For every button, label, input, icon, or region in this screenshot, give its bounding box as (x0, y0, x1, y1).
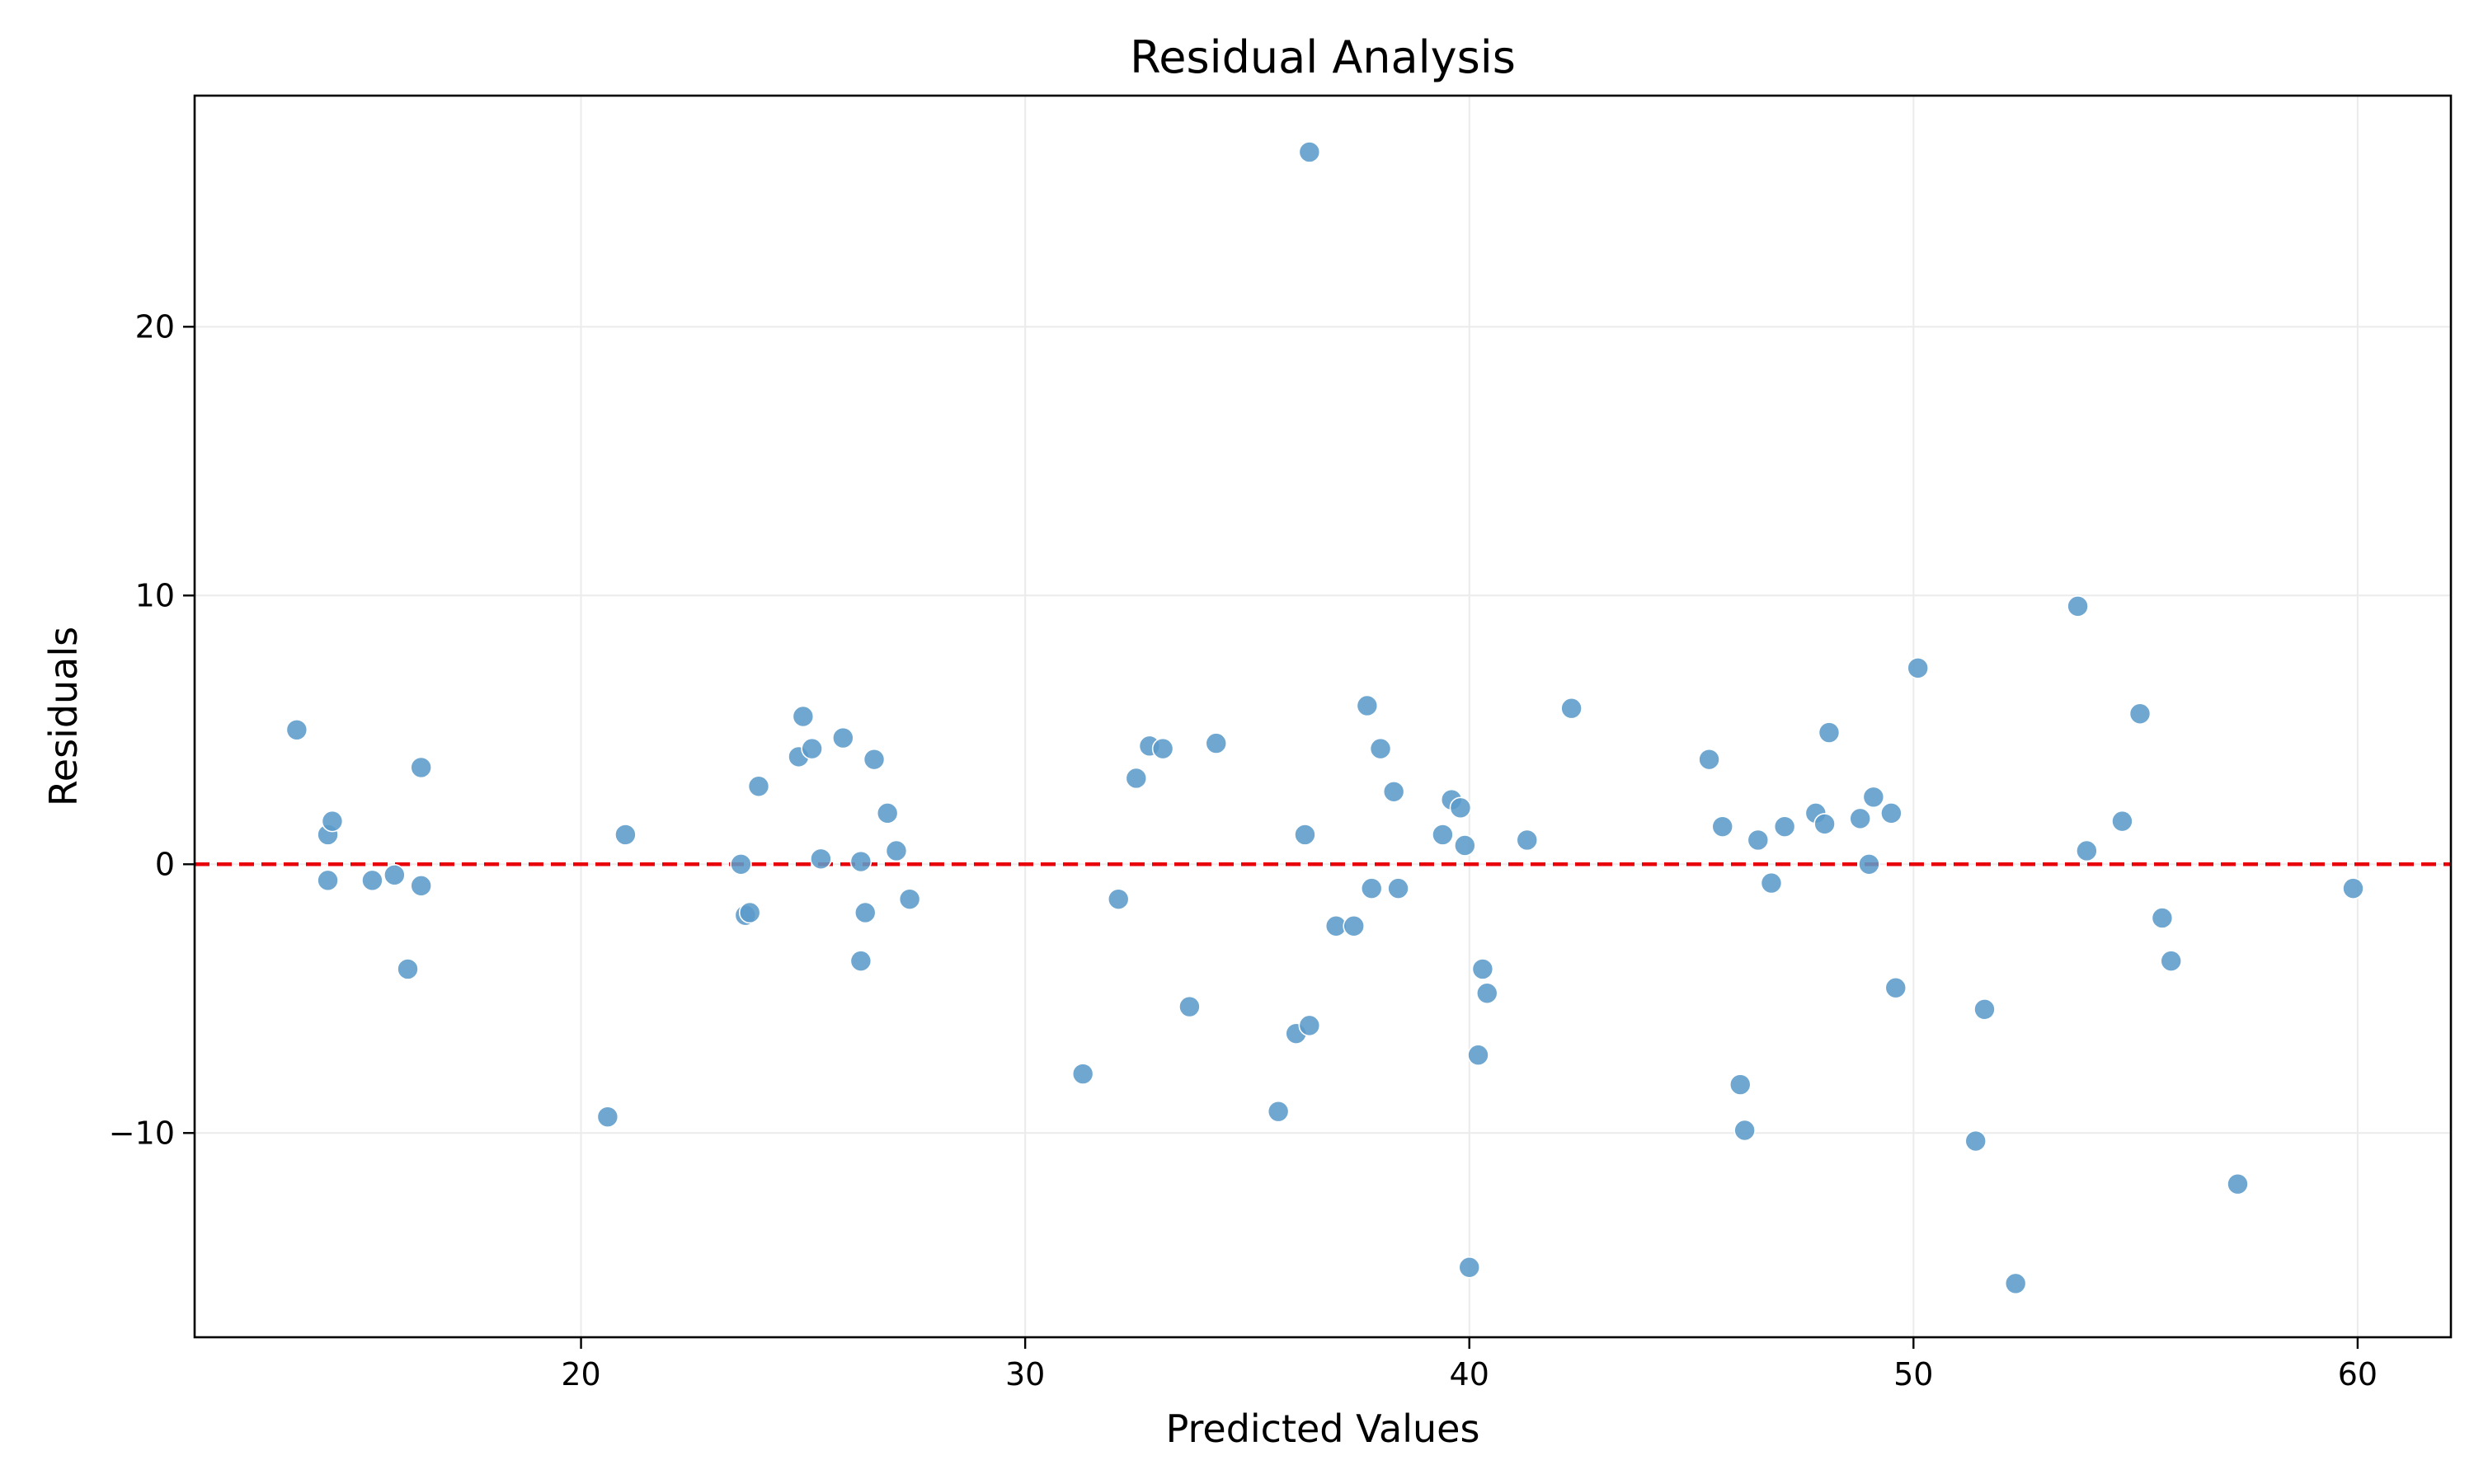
data-point (1360, 877, 1383, 899)
data-point (885, 839, 908, 862)
data-point (1298, 141, 1321, 163)
data-point (1205, 732, 1228, 754)
data-point (410, 875, 432, 897)
data-point (1125, 767, 1148, 790)
data-point (1711, 815, 1734, 838)
data-point (1294, 824, 1316, 846)
data-point (1369, 737, 1392, 760)
data-point (383, 864, 406, 886)
plot-frame (193, 94, 2453, 1339)
data-point (1858, 852, 1880, 876)
data-point (738, 901, 761, 924)
data-point (1907, 657, 1930, 679)
y-axis-title: Residuals (41, 627, 86, 806)
data-point (832, 726, 854, 749)
data-point (614, 824, 637, 846)
data-point (747, 775, 770, 798)
data-point (854, 901, 877, 924)
grid-lines (195, 96, 2451, 1337)
data-point (2342, 877, 2364, 899)
data-point (1813, 813, 1836, 835)
data-point (1849, 807, 1871, 830)
data-point (1467, 1044, 1489, 1067)
data-point (810, 848, 832, 871)
data-point (1747, 829, 1770, 852)
data-point (596, 1106, 619, 1129)
data-point (2076, 839, 2098, 862)
data-point (2160, 950, 2182, 972)
data-point (2227, 1172, 2249, 1195)
x-tick-label: 60 (2338, 1356, 2378, 1392)
data-point (876, 802, 899, 824)
data-point (410, 756, 432, 779)
data-point (1880, 802, 1903, 824)
x-axis-title: Predicted Values (1166, 1407, 1480, 1451)
data-point (1773, 815, 1796, 838)
data-point (1449, 796, 1472, 819)
data-point (1884, 976, 1907, 999)
data-point (1267, 1100, 1290, 1123)
data-point (1818, 721, 1841, 744)
data-point (792, 705, 815, 728)
data-point (321, 810, 344, 833)
chart-title: Residual Analysis (1130, 31, 1516, 83)
data-point (1151, 737, 1174, 760)
data-points (285, 141, 2364, 1295)
data-point (898, 888, 921, 910)
data-point (730, 852, 752, 876)
data-point (1071, 1063, 1094, 1085)
data-point (1862, 786, 1885, 809)
data-point (1343, 914, 1366, 937)
data-point (1973, 998, 1996, 1021)
y-tick-label: 20 (135, 308, 175, 345)
data-point (1432, 824, 1454, 846)
data-point (2111, 810, 2133, 833)
data-point (863, 748, 886, 771)
data-point (397, 958, 419, 980)
data-point (1760, 871, 1783, 895)
data-point (1729, 1073, 1752, 1096)
data-point (2151, 907, 2174, 929)
x-tick-label: 20 (561, 1356, 600, 1392)
data-point (1454, 834, 1476, 857)
data-point (1387, 877, 1409, 899)
x-tick-label: 30 (1005, 1356, 1045, 1392)
data-point (849, 850, 872, 873)
data-point (1733, 1119, 1756, 1142)
data-point (285, 718, 308, 741)
y-tick-label: 10 (135, 577, 175, 613)
data-point (1964, 1129, 1987, 1153)
data-point (801, 737, 823, 760)
data-point (1107, 888, 1130, 910)
y-tick-label: −10 (109, 1115, 175, 1151)
data-point (1475, 982, 1498, 1005)
data-point (2004, 1272, 2027, 1295)
data-point (2128, 702, 2152, 726)
x-tick-label: 50 (1893, 1356, 1933, 1392)
data-point (1298, 1014, 1321, 1037)
data-point (1178, 995, 1201, 1018)
data-point (361, 869, 383, 892)
data-point (317, 869, 339, 892)
data-point (1560, 697, 1583, 720)
data-point (1471, 958, 1494, 980)
data-point (1458, 1256, 1481, 1279)
data-point (849, 950, 872, 972)
data-point (1698, 748, 1720, 771)
y-tick-label: 0 (155, 846, 175, 882)
axis-ticks: 20 30 40 50 60 −10 0 10 20 (109, 308, 2378, 1392)
x-tick-label: 40 (1450, 1356, 1489, 1392)
data-point (2067, 595, 2089, 618)
data-point (1516, 829, 1539, 852)
data-point (1382, 780, 1405, 803)
data-point (1356, 694, 1379, 717)
